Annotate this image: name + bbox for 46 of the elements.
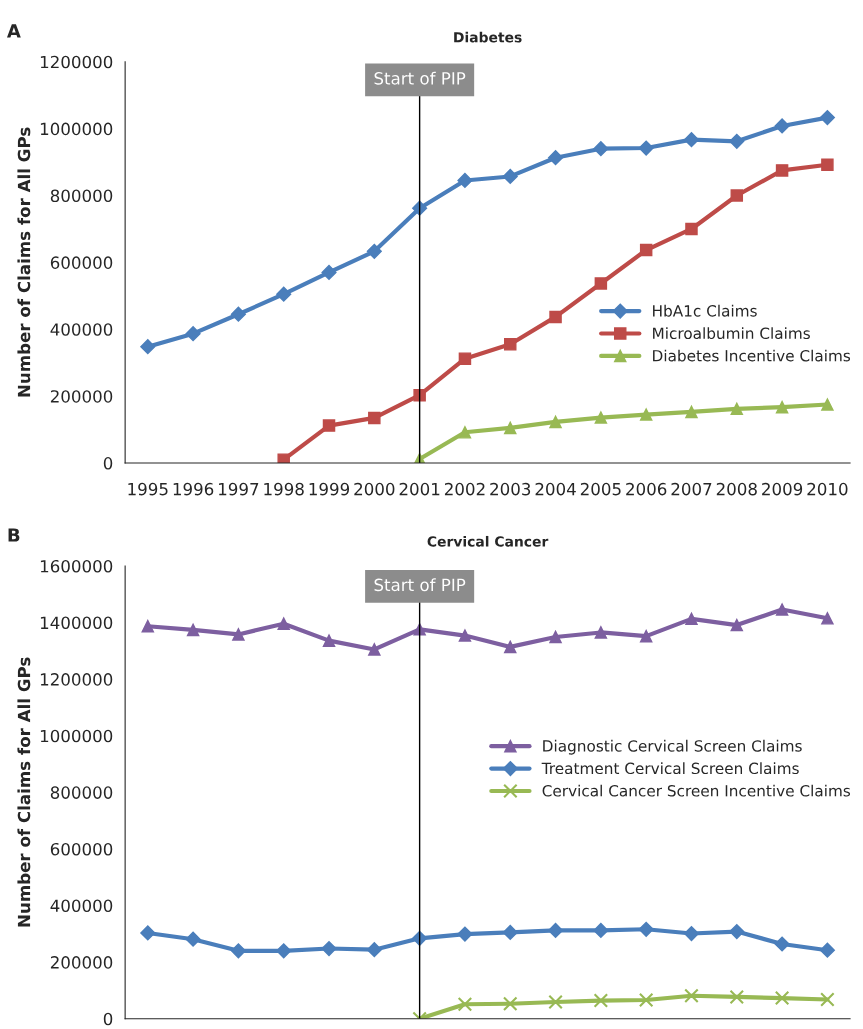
- chart-title: Diabetes: [454, 31, 522, 43]
- y-tick-label: 200000: [50, 956, 113, 969]
- legend-label: Diagnostic Cervical Screen Claims: [543, 739, 802, 755]
- y-axis-title: Number of Claims for All GPs: [17, 127, 31, 397]
- y-tick-label: 800000: [50, 786, 113, 799]
- y-tick-label: 800000: [50, 189, 113, 203]
- legend-label: Diabetes Incentive Claims: [653, 349, 851, 362]
- y-tick-label: 600000: [50, 256, 113, 269]
- y-tick-label: 600000: [50, 842, 113, 856]
- legend-label: HbA1c Claims: [653, 304, 757, 317]
- x-tick-label: 2010: [807, 482, 848, 496]
- y-tick-label: 1000000: [40, 729, 113, 743]
- x-tick-label: 2005: [580, 482, 621, 496]
- y-tick-label: 1200000: [40, 673, 113, 686]
- legend-label: Treatment Cervical Screen Claims: [541, 762, 799, 775]
- x-tick-label: 2009: [762, 482, 803, 496]
- text: A: [6, 24, 21, 38]
- ref-line-label: Start of PIP: [374, 71, 466, 85]
- y-tick-label: 200000: [50, 390, 113, 403]
- y-tick-label: 0: [103, 1012, 113, 1026]
- y-tick-label: 400000: [50, 323, 113, 336]
- y-tick-label: 0: [103, 457, 113, 470]
- text: B: [8, 528, 20, 542]
- y-tick-label: 1400000: [40, 616, 113, 630]
- x-tick-label: 2002: [444, 482, 485, 496]
- legend-label: Microalbumin Claims: [653, 327, 810, 340]
- x-tick-label: 1999: [309, 482, 350, 496]
- y-tick-label: 1200000: [40, 55, 113, 69]
- x-tick-label: 1996: [173, 482, 214, 496]
- x-tick-label: 2007: [671, 482, 712, 496]
- x-tick-label: 2008: [716, 482, 757, 496]
- x-tick-label: 2003: [490, 482, 531, 496]
- x-tick-label: 2004: [535, 482, 576, 496]
- x-tick-label: 1995: [128, 482, 168, 496]
- y-tick-label: 400000: [50, 899, 113, 913]
- legend-label: Cervical Cancer Screen Incentive Claims: [542, 784, 851, 797]
- x-tick-label: 2000: [354, 482, 395, 496]
- chart-title: Cervical Cancer: [427, 535, 549, 547]
- y-tick-label: 1000000: [40, 122, 113, 136]
- x-tick-label: 1998: [264, 482, 304, 496]
- x-tick-label: 1997: [219, 482, 259, 496]
- x-tick-label: 2006: [626, 482, 667, 496]
- x-tick-label: 2001: [399, 482, 440, 496]
- y-axis-title: Number of Claims for All GPs: [17, 657, 31, 927]
- annotation: Start of PIP: [374, 578, 466, 592]
- y-tick-label: 1600000: [40, 559, 113, 573]
